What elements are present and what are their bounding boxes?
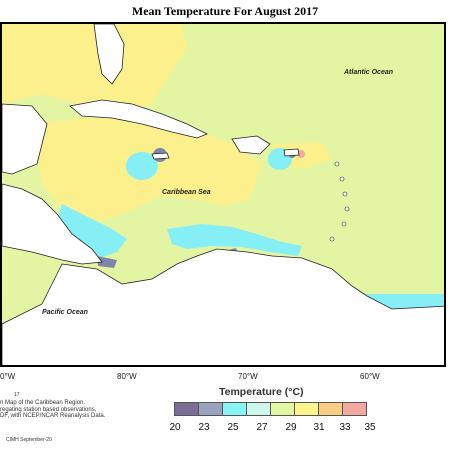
- lon-label-60w: 60°W: [360, 372, 380, 381]
- credit-line-2: regating station based observations,: [0, 406, 97, 413]
- warm-zone-gulf: [2, 24, 187, 112]
- legend-ticks: 20 23 25 27 29 31 33 35: [162, 422, 387, 434]
- credit-line-3: DF, with NCEP/NCAR Reanalysis Data.: [0, 413, 106, 419]
- land-florida: [93, 24, 125, 85]
- lon-label-80w: 80°W: [117, 372, 137, 381]
- atlantic-label: Atlantic Ocean: [343, 69, 393, 76]
- land-central-america: [2, 183, 103, 265]
- credit-line-1: n Map of the Caribbean Region.: [0, 400, 86, 406]
- pacific-label: Pacific Ocean: [42, 309, 88, 316]
- legend-tick: 31: [313, 422, 325, 433]
- legend-tick: 23: [198, 422, 210, 433]
- legend-tick: 35: [364, 422, 376, 433]
- legend-swatch-1: [175, 403, 199, 415]
- cool-zone-colombia: [167, 224, 302, 256]
- legend-swatch-7: [319, 403, 343, 415]
- credits: 17 n Map of the Caribbean Region. regati…: [0, 392, 120, 420]
- land-hispaniola: [231, 135, 271, 155]
- temperature-map: Atlantic Ocean Caribbean Sea Pacific Oce…: [0, 22, 446, 367]
- lon-label-90w: 0°W: [0, 372, 16, 381]
- legend-swatch-4: [247, 403, 271, 415]
- lon-label-70w: 70°W: [238, 372, 258, 381]
- legend-swatch-6: [295, 403, 319, 415]
- land-south-america: [2, 248, 444, 365]
- legend-tick: 33: [339, 422, 351, 433]
- hot-spot-hispaniola: [297, 150, 305, 158]
- land-puerto-rico: [283, 148, 300, 157]
- legend-swatch-3: [223, 403, 247, 415]
- cimh-credit: CIMH September-20: [6, 437, 52, 443]
- cold-zone-panama: [97, 256, 117, 268]
- lesser-antilles: [329, 161, 350, 242]
- cool-zone-cuba-east: [125, 152, 158, 180]
- cool-zone-central-america: [57, 204, 127, 259]
- legend-swatch-2: [199, 403, 223, 415]
- legend-tick: 25: [227, 422, 239, 433]
- land-yucatan: [2, 103, 48, 175]
- legend-tick: 27: [256, 422, 268, 433]
- legend-tick: 20: [169, 422, 181, 433]
- warm-zone-south: [197, 182, 252, 206]
- legend-title: Temperature (°C): [219, 386, 304, 398]
- color-legend: [174, 402, 367, 416]
- figure-number: 17: [14, 392, 20, 398]
- legend-swatch-5: [271, 403, 295, 415]
- map-canvas: Atlantic Ocean Caribbean Sea Pacific Oce…: [2, 24, 444, 365]
- legend-tick: 29: [285, 422, 297, 433]
- land-jamaica: [151, 152, 170, 160]
- map-title: Mean Temperature For August 2017: [131, 4, 319, 18]
- land-cuba: [69, 99, 208, 139]
- caribbean-label: Caribbean Sea: [162, 189, 211, 196]
- legend-swatch-8: [343, 403, 366, 415]
